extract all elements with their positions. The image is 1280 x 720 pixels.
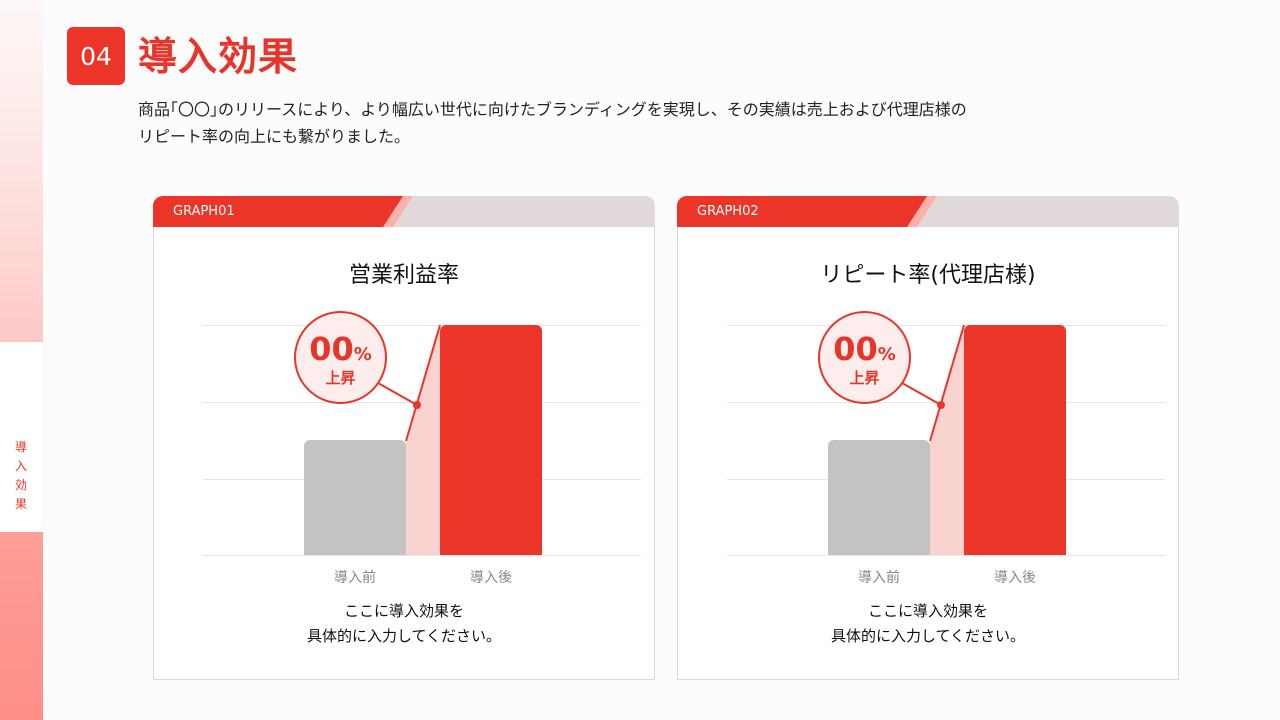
grid-line bbox=[203, 325, 641, 326]
sidebar-label-char: 果 bbox=[14, 497, 27, 511]
x-label-after: 導入後 bbox=[470, 570, 512, 586]
growth-callout: 00% 上昇 bbox=[294, 311, 387, 404]
header-stripe-main bbox=[153, 196, 403, 227]
bar-after[interactable] bbox=[964, 325, 1066, 555]
grid-line bbox=[203, 555, 641, 556]
desc-line-2: 具体的に入力してください。 bbox=[830, 627, 1026, 645]
x-label-before: 導入前 bbox=[858, 570, 900, 586]
sidebar-decoration-bottom bbox=[0, 532, 43, 720]
card-header: GRAPH02 bbox=[677, 196, 1179, 227]
graph-tag: GRAPH01 bbox=[173, 204, 235, 219]
x-label-after: 導入後 bbox=[994, 570, 1036, 586]
section-number-badge: 04 bbox=[67, 27, 125, 85]
sidebar-section-label: 導 入 効 果 bbox=[12, 438, 30, 514]
sidebar-label-char: 効 bbox=[14, 478, 27, 492]
callout-label: 上昇 bbox=[325, 369, 356, 387]
grid-line bbox=[727, 555, 1165, 556]
lead-text: 商品｢〇〇｣のリリースにより、より幅広い世代に向けたブランディングを実現し、その… bbox=[138, 96, 1098, 150]
chart-title: リピート率(代理店様) bbox=[820, 263, 1036, 288]
lead-line-2: リピート率の向上にも繋がりました。 bbox=[138, 127, 411, 146]
chart-title: 営業利益率 bbox=[348, 263, 459, 288]
page-title: 導入効果 bbox=[138, 35, 299, 80]
bar-before[interactable] bbox=[304, 440, 406, 555]
grid-line bbox=[727, 325, 1165, 326]
bar-after[interactable] bbox=[440, 325, 542, 555]
bar-before[interactable] bbox=[828, 440, 930, 555]
grid-line bbox=[203, 479, 641, 480]
sidebar-section-tab[interactable] bbox=[0, 342, 43, 532]
desc-line-1: ここに導入効果を bbox=[343, 602, 464, 620]
growth-callout: 00% 上昇 bbox=[818, 311, 911, 404]
x-label-before: 導入前 bbox=[334, 570, 376, 586]
lead-line-1: 商品｢〇〇｣のリリースにより、より幅広い世代に向けたブランディングを実現し、その… bbox=[138, 100, 967, 119]
card-description: ここに導入効果を 具体的に入力してください。 bbox=[154, 599, 654, 649]
graph-card-2: GRAPH02 リピート率(代理店様) 00% 上昇 導入前 導入後 ここに導入… bbox=[677, 196, 1179, 680]
callout-label: 上昇 bbox=[849, 369, 880, 387]
desc-line-1: ここに導入効果を bbox=[867, 602, 988, 620]
header-stripe-main bbox=[677, 196, 927, 227]
sidebar-decoration-top bbox=[0, 0, 43, 342]
grid-line bbox=[203, 402, 641, 403]
sidebar-label-char: 導 bbox=[14, 440, 27, 454]
grid-line bbox=[727, 479, 1165, 480]
callout-value: 00% bbox=[309, 330, 372, 368]
graph-card-1: GRAPH01 営業利益率 00% 上昇 導入前 導入後 ここに導入効果を 具体… bbox=[153, 196, 655, 680]
card-header: GRAPH01 bbox=[153, 196, 655, 227]
card-body: リピート率(代理店様) 00% 上昇 導入前 導入後 ここに導入効果を 具体的に… bbox=[677, 227, 1179, 680]
sidebar-label-char: 入 bbox=[14, 459, 27, 473]
card-description: ここに導入効果を 具体的に入力してください。 bbox=[678, 599, 1178, 649]
graph-tag: GRAPH02 bbox=[697, 204, 759, 219]
desc-line-2: 具体的に入力してください。 bbox=[306, 627, 502, 645]
card-body: 営業利益率 00% 上昇 導入前 導入後 ここに導入効果を 具体的に入力してくだ… bbox=[153, 227, 655, 680]
callout-value: 00% bbox=[833, 330, 896, 368]
grid-line bbox=[727, 402, 1165, 403]
